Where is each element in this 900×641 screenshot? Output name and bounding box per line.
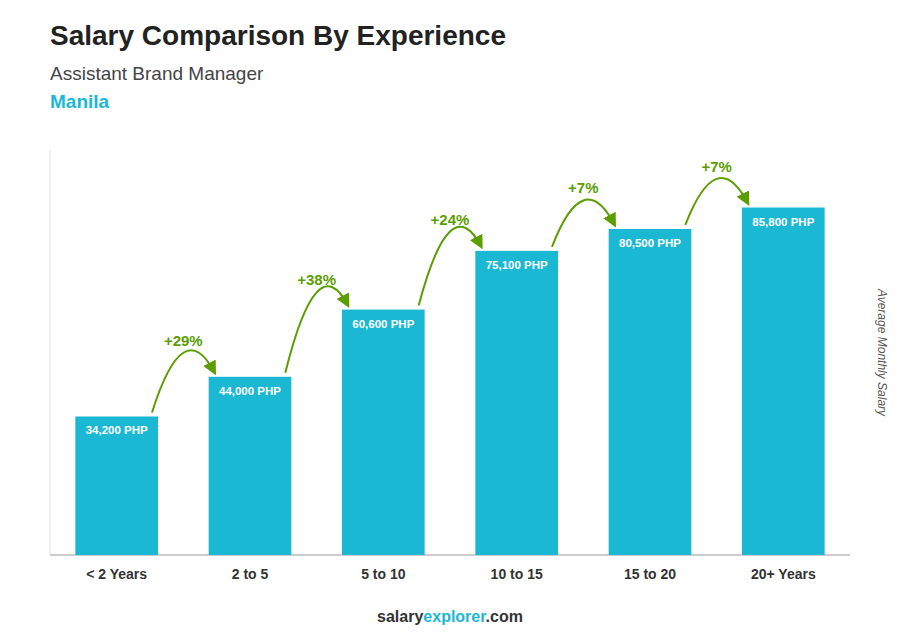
change-label: +38% <box>297 271 336 288</box>
y-axis-line <box>50 150 51 555</box>
x-tick-label: 20+ Years <box>751 566 816 582</box>
footer-part: explorer <box>423 608 486 625</box>
change-label: +7% <box>568 179 598 196</box>
change-arrow <box>419 227 482 306</box>
x-tick-label: < 2 Years <box>86 566 147 582</box>
data-label: 60,600 PHP <box>352 318 414 330</box>
change-arrow <box>152 350 215 412</box>
data-label: 44,000 PHP <box>219 385 281 397</box>
chart: Salary Comparison By Experience Assistant… <box>0 0 900 641</box>
data-label: 85,800 PHP <box>752 216 814 228</box>
y-axis-label: Average Monthly Salary <box>875 288 889 417</box>
change-label: +7% <box>701 158 731 175</box>
title: Salary Comparison By Experience <box>50 20 506 51</box>
bar <box>209 377 292 555</box>
change-label: +29% <box>164 332 203 349</box>
bar <box>342 310 425 555</box>
subtitle: Assistant Brand Manager <box>50 63 264 84</box>
bar <box>475 251 558 555</box>
bar <box>75 416 158 555</box>
bar <box>609 229 692 555</box>
change-arrow <box>685 178 748 225</box>
data-label: 34,200 PHP <box>86 424 148 436</box>
x-axis-line <box>50 555 850 556</box>
footer-part: .com <box>486 608 523 625</box>
change-arrow <box>552 200 615 247</box>
change-label: +24% <box>431 211 470 228</box>
x-tick-label: 2 to 5 <box>232 566 269 582</box>
footer-part: salary <box>377 608 423 625</box>
data-label: 80,500 PHP <box>619 237 681 249</box>
change-arrow <box>285 286 348 372</box>
x-tick-label: 10 to 15 <box>491 566 543 582</box>
bar <box>742 208 825 555</box>
data-label: 75,100 PHP <box>486 259 548 271</box>
footer: salaryexplorer.com <box>377 608 523 625</box>
x-tick-label: 5 to 10 <box>361 566 406 582</box>
x-tick-label: 15 to 20 <box>624 566 676 582</box>
city: Manila <box>50 91 110 112</box>
